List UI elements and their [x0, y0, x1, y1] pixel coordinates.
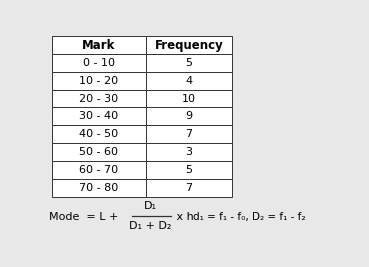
Bar [145, 125, 232, 143]
Text: 40 - 50: 40 - 50 [79, 129, 118, 139]
Text: Mark: Mark [82, 38, 115, 52]
Bar [52, 54, 145, 72]
Text: Frequency: Frequency [154, 38, 223, 52]
Text: d₁ = f₁ - f₀, D₂ = f₁ - f₂: d₁ = f₁ - f₀, D₂ = f₁ - f₂ [193, 212, 306, 222]
Text: 7: 7 [185, 183, 192, 193]
Text: 9: 9 [185, 111, 192, 121]
Text: 20 - 30: 20 - 30 [79, 93, 118, 104]
Bar [52, 179, 145, 197]
Text: 5: 5 [185, 165, 192, 175]
Bar [52, 125, 145, 143]
Text: 10 - 20: 10 - 20 [79, 76, 118, 86]
Text: 70 - 80: 70 - 80 [79, 183, 118, 193]
Bar [145, 90, 232, 107]
Text: 50 - 60: 50 - 60 [79, 147, 118, 157]
Bar [52, 90, 145, 107]
Bar [145, 143, 232, 161]
Bar [52, 143, 145, 161]
Text: Mode  = L +: Mode = L + [49, 212, 118, 222]
Text: 7: 7 [185, 129, 192, 139]
Bar [145, 179, 232, 197]
Text: 0 - 10: 0 - 10 [83, 58, 115, 68]
Bar [145, 36, 232, 54]
Bar [145, 107, 232, 125]
Text: x h: x h [173, 212, 194, 222]
Text: 10: 10 [182, 93, 196, 104]
Bar [52, 107, 145, 125]
Bar [52, 161, 145, 179]
Bar [145, 54, 232, 72]
Text: 4: 4 [185, 76, 192, 86]
Text: 30 - 40: 30 - 40 [79, 111, 118, 121]
Bar [52, 36, 145, 54]
Text: D₁: D₁ [144, 201, 157, 211]
Bar [52, 72, 145, 90]
Text: 60 - 70: 60 - 70 [79, 165, 118, 175]
Bar [145, 72, 232, 90]
Text: D₁ + D₂: D₁ + D₂ [129, 221, 172, 231]
Bar [145, 161, 232, 179]
Text: 3: 3 [185, 147, 192, 157]
Text: 5: 5 [185, 58, 192, 68]
